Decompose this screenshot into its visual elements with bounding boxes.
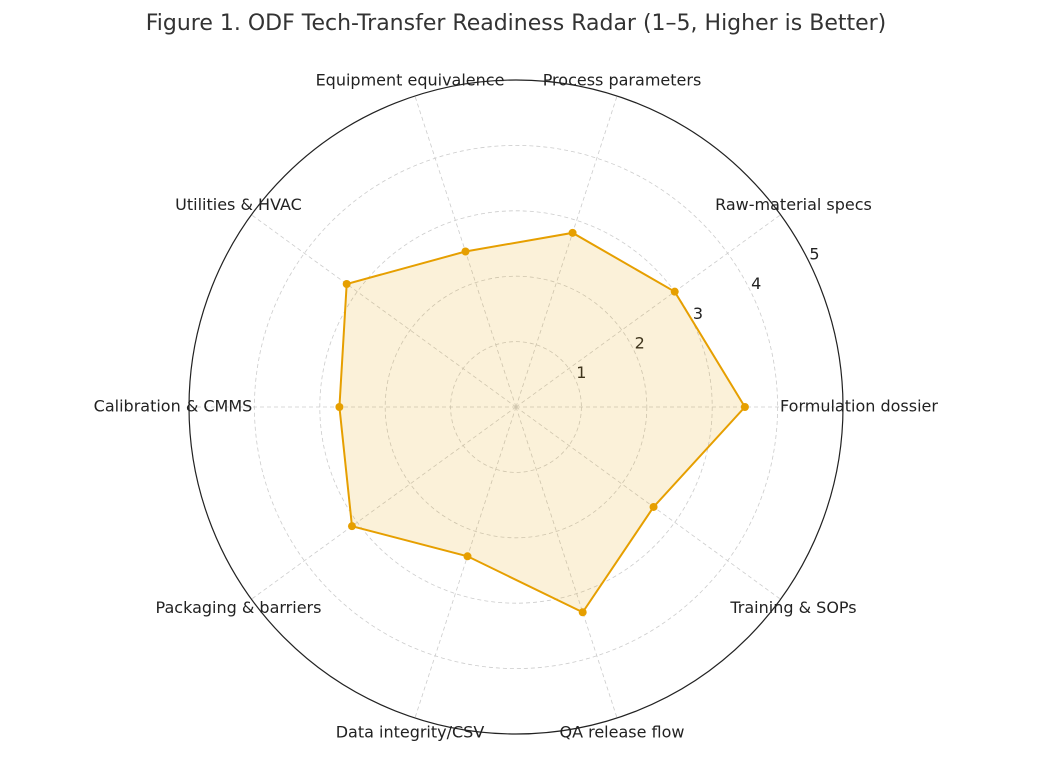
spoke bbox=[515, 406, 618, 719]
r-tick-label: 2 bbox=[635, 333, 645, 352]
r-tick-label: 3 bbox=[693, 304, 703, 323]
category-label: Raw-material specs bbox=[715, 195, 872, 214]
category-label: Data integrity/CSV bbox=[336, 723, 485, 742]
r-tick-label: 4 bbox=[751, 274, 761, 293]
radar-point bbox=[649, 502, 658, 511]
outer-circle bbox=[188, 79, 844, 735]
radar-point bbox=[335, 403, 344, 411]
radar-point bbox=[740, 403, 749, 411]
radar-point bbox=[347, 522, 356, 531]
category-label: Equipment equivalence bbox=[316, 70, 505, 89]
spoke bbox=[251, 214, 517, 408]
r-tick-label: 5 bbox=[809, 244, 819, 263]
category-label: Process parameters bbox=[543, 70, 702, 89]
radar-point bbox=[568, 228, 577, 237]
category-label: Packaging & barriers bbox=[156, 598, 322, 617]
spoke bbox=[251, 406, 517, 600]
radar-point bbox=[463, 552, 472, 561]
r-tick-label: 1 bbox=[576, 363, 586, 382]
grid-circle bbox=[384, 275, 648, 539]
category-label: QA release flow bbox=[559, 723, 684, 742]
category-label: Training & SOPs bbox=[729, 598, 856, 617]
spoke bbox=[515, 406, 781, 600]
radar-point bbox=[578, 608, 587, 617]
spoke bbox=[515, 214, 781, 408]
spoke bbox=[515, 95, 618, 408]
category-label: Utilities & HVAC bbox=[175, 195, 302, 214]
category-label: Calibration & CMMS bbox=[94, 397, 253, 416]
radar-point bbox=[342, 279, 351, 288]
chart-title: Figure 1. ODF Tech-Transfer Readiness Ra… bbox=[146, 11, 887, 36]
category-label: Formulation dossier bbox=[780, 397, 938, 416]
radar-area bbox=[338, 231, 747, 614]
spoke bbox=[414, 406, 517, 719]
radar-point bbox=[670, 287, 679, 296]
radar-point bbox=[461, 247, 470, 256]
